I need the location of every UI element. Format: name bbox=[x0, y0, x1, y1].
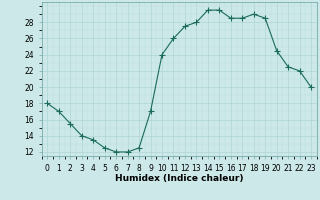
X-axis label: Humidex (Indice chaleur): Humidex (Indice chaleur) bbox=[115, 174, 244, 183]
